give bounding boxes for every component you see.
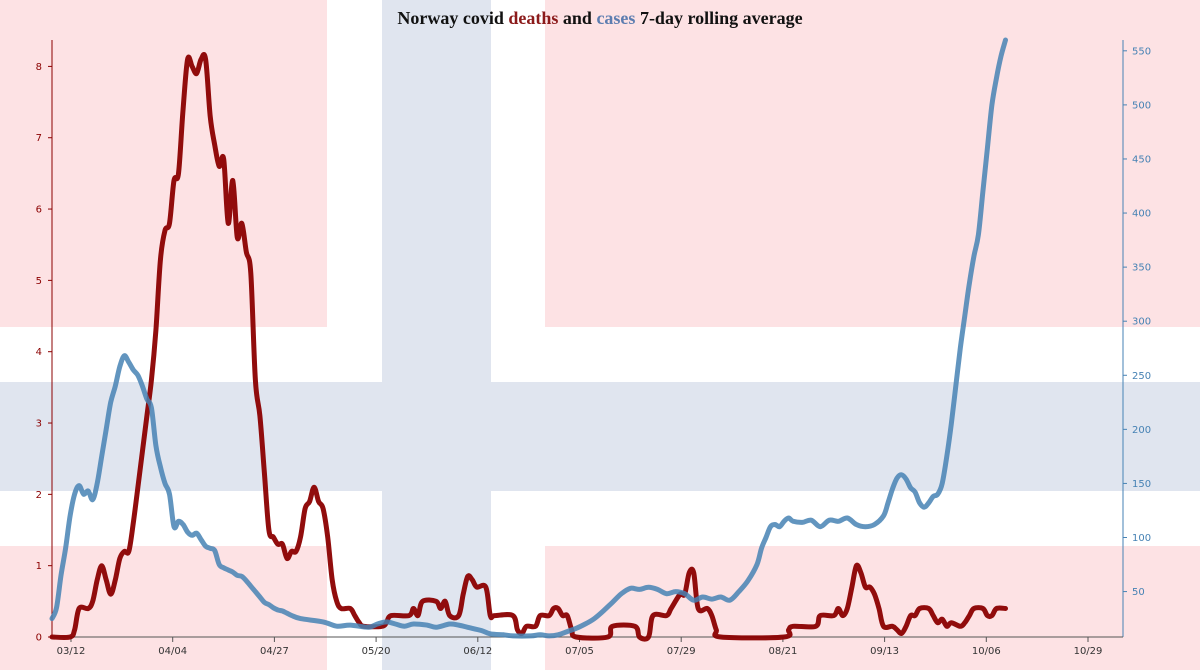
- x-tick-label: 07/29: [667, 646, 696, 657]
- flag-red-top-left: [0, 0, 327, 327]
- right-tick-label: 100: [1132, 533, 1151, 544]
- left-tick-label: 3: [36, 419, 42, 430]
- series-layer: [49, 37, 1008, 642]
- x-tick-label: 06/12: [463, 646, 492, 657]
- right-tick-label: 400: [1132, 209, 1151, 220]
- left-tick-label: 0: [36, 633, 42, 644]
- right-tick-label: 250: [1132, 371, 1151, 382]
- left-tick-label: 6: [36, 205, 42, 216]
- flag-blue-vertical: [382, 0, 491, 670]
- right-tick-label: 150: [1132, 479, 1151, 490]
- cases-series-line: [49, 37, 1008, 639]
- title-deaths: deaths: [508, 8, 558, 28]
- title-part-1: Norway covid: [397, 8, 508, 28]
- chart-title: Norway covid deaths and cases 7-day roll…: [397, 8, 802, 28]
- x-tick-label: 04/27: [260, 646, 289, 657]
- deaths-series-line: [49, 51, 1008, 642]
- x-tick-label: 09/13: [870, 646, 899, 657]
- x-tick-label: 08/21: [768, 646, 797, 657]
- left-tick-label: 4: [36, 347, 42, 358]
- right-tick-label: 550: [1132, 46, 1151, 57]
- flag-red-bottom-right: [545, 546, 1200, 670]
- x-tick-label: 10/06: [972, 646, 1001, 657]
- x-axis-ticks: 03/12 04/04 04/27 05/20 06/12 07/05 07/29 08/21…: [57, 637, 1103, 657]
- right-tick-label: 50: [1132, 587, 1145, 598]
- right-axis-ticks: 50 100 150 200 250 300 350 400 450 500 550: [1123, 46, 1151, 598]
- flag-red-top-right: [545, 0, 1200, 327]
- right-tick-label: 500: [1132, 100, 1151, 111]
- x-tick-label: 07/05: [565, 646, 594, 657]
- left-tick-label: 8: [36, 62, 42, 73]
- right-tick-label: 450: [1132, 154, 1151, 165]
- title-part-5: 7-day rolling average: [635, 8, 802, 28]
- x-tick-label: 04/04: [158, 646, 187, 657]
- left-tick-label: 1: [36, 561, 42, 572]
- title-part-3: and: [558, 8, 596, 28]
- right-tick-label: 200: [1132, 425, 1151, 436]
- left-tick-label: 5: [36, 276, 42, 287]
- x-tick-label: 03/12: [57, 646, 86, 657]
- left-tick-label: 7: [36, 133, 42, 144]
- x-tick-label: 10/29: [1074, 646, 1103, 657]
- flag-blue-horizontal: [0, 382, 1200, 491]
- right-tick-label: 300: [1132, 317, 1151, 328]
- title-cases: cases: [596, 8, 635, 28]
- right-tick-label: 350: [1132, 263, 1151, 274]
- left-tick-label: 2: [36, 490, 42, 501]
- x-tick-label: 05/20: [362, 646, 391, 657]
